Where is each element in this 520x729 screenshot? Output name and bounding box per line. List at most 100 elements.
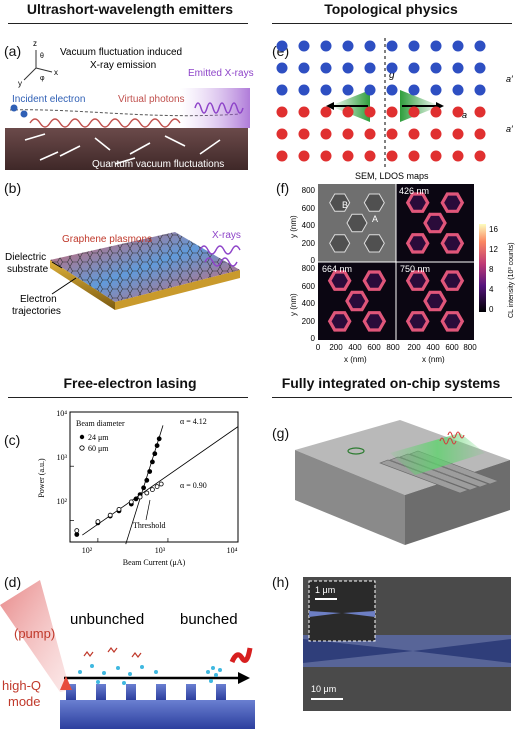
bunched-label: bunched [180,611,238,628]
lattice-site-red [430,150,442,162]
x-axis-label: x (nm) [344,355,367,364]
y-tick: 400 [302,299,316,308]
electron-traj-label-1: Electron [20,294,57,305]
panel-label-a: (a) [4,43,22,59]
device-tip [303,639,413,663]
lattice-site-blue [474,40,486,52]
panel-label-b: (b) [4,180,22,196]
panel-e-figure: v g a′ a′ a [270,28,520,168]
ldos-title: SEM, LDOS maps [355,171,429,181]
lattice-site-red [342,106,354,118]
xray-wave [204,257,238,267]
lattice-site-blue [452,62,464,74]
lattice-site-red [276,106,288,118]
electron-source [347,447,365,455]
emission-glow [390,433,485,475]
data-point-60um [144,490,150,496]
lattice-site-red [430,106,442,118]
inset-tip [309,611,341,617]
lattice-site-red [364,150,376,162]
x-tick: 400 [348,343,362,352]
lattice-site-blue [320,62,332,74]
panel-g-figure [290,405,520,555]
sem-hexagon [329,234,351,253]
data-point-24um [152,451,158,457]
ldos-hexagon [362,311,387,332]
x-tick: 10³ [155,546,166,555]
tag-664: 664 nm [322,264,352,274]
data-point-24um [141,485,146,491]
lattice-site-blue [408,84,420,96]
substrate-side [50,260,115,310]
lattice-site-blue [430,40,442,52]
lattice-site-red [474,106,486,118]
y-tick: 200 [302,239,316,248]
lattice-site-red [386,128,398,140]
panel-d-illustration: unbunched bunched (pump) high-Q mode [0,580,255,729]
chip-left-side [295,450,405,545]
lattice-site-red [452,128,464,140]
lattice-site-blue [386,84,398,96]
sem-hexagon [329,193,351,212]
beam-arrow-head [238,672,250,684]
inset-tip [343,611,375,617]
panel-b-illustration: Graphene plasmons X-rays Dielectric subs… [5,230,241,317]
electron-traj-label-2: trajectories [12,306,61,317]
panel-h-image: 1 μm 10 μm [303,577,511,711]
section-rule [8,23,248,24]
fluctuation-arrows [24,133,221,165]
panel-h-sem: 1 μm 10 μm [303,577,511,711]
data-point-24um [147,469,153,474]
high-q-mode [60,676,72,690]
y-tick: 800 [302,186,316,195]
panel-a-figure: z x y θ φ Vacuum fluctuation induced X-r… [0,28,260,178]
ldos-hexagon [440,270,465,291]
section-title-topological: Topological physics [324,1,458,17]
dielectric-label-1: Dielectric [5,252,46,263]
electron-dot [10,104,18,112]
data-point-60um [107,512,113,518]
axis-phi-label: φ [40,75,45,82]
lattice-site-red [386,106,398,118]
threshold-pointer [145,499,151,521]
y-tick: 0 [311,256,316,265]
panel-label-h: (h) [272,574,290,590]
data-point-60um [154,484,160,489]
ldos-hexagon [327,311,352,332]
section-title-onchip: Fully integrated on-chip systems [281,375,501,391]
data-point-24um [144,477,150,483]
lattice-site-blue [298,84,310,96]
tag-426: 426 nm [399,186,429,196]
cb-tick: 4 [489,285,494,294]
lattice-site-blue [364,84,376,96]
lattice-site-blue [342,40,354,52]
y-tick: 10² [57,497,68,506]
legend-marker-open [79,445,85,451]
x-axis-label: Beam Current (μA) [123,558,186,567]
colorbar-label: CL intensity (10³ counts) [508,242,515,318]
ldos-hexagon [362,270,387,291]
lattice-site-red [430,128,442,140]
lattice-site-red [298,128,310,140]
data-point-60um [128,499,134,505]
lattice-site-red [320,150,332,162]
graphene-plasmons-label: Graphene plasmons [62,234,152,245]
ldos-hexagon [440,311,465,332]
legend-60um: 60 μm [88,444,109,453]
ldos-hexagon [440,233,465,254]
panel-label-f: (f) [276,180,290,196]
substrate-front [115,270,240,310]
coherent-emission [229,647,253,664]
axis-triad [23,50,53,81]
panel-a-illustration: z x y θ φ Vacuum fluctuation induced X-r… [5,39,254,170]
arrow-left-head [326,102,334,110]
lattice-site-blue [320,84,332,96]
data-point-60um [137,494,143,500]
lattice-site-blue [364,62,376,74]
lattice-site-blue [474,84,486,96]
lattice-site-blue [386,40,398,52]
ldos-hexagon [423,212,447,234]
axis-z-label: z [33,39,37,48]
lattice-site-red [342,128,354,140]
x-tick: 600 [445,343,459,352]
